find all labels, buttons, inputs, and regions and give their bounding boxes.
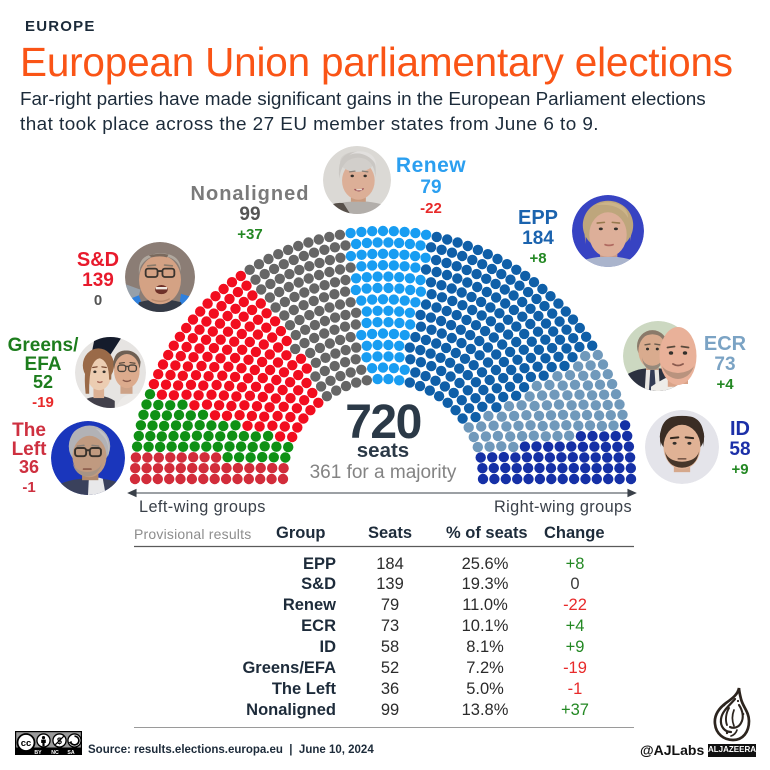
- svg-text:cc: cc: [21, 738, 32, 749]
- svg-text:NC: NC: [51, 750, 59, 755]
- svg-text:BY: BY: [34, 750, 42, 755]
- svg-text:SA: SA: [67, 750, 74, 755]
